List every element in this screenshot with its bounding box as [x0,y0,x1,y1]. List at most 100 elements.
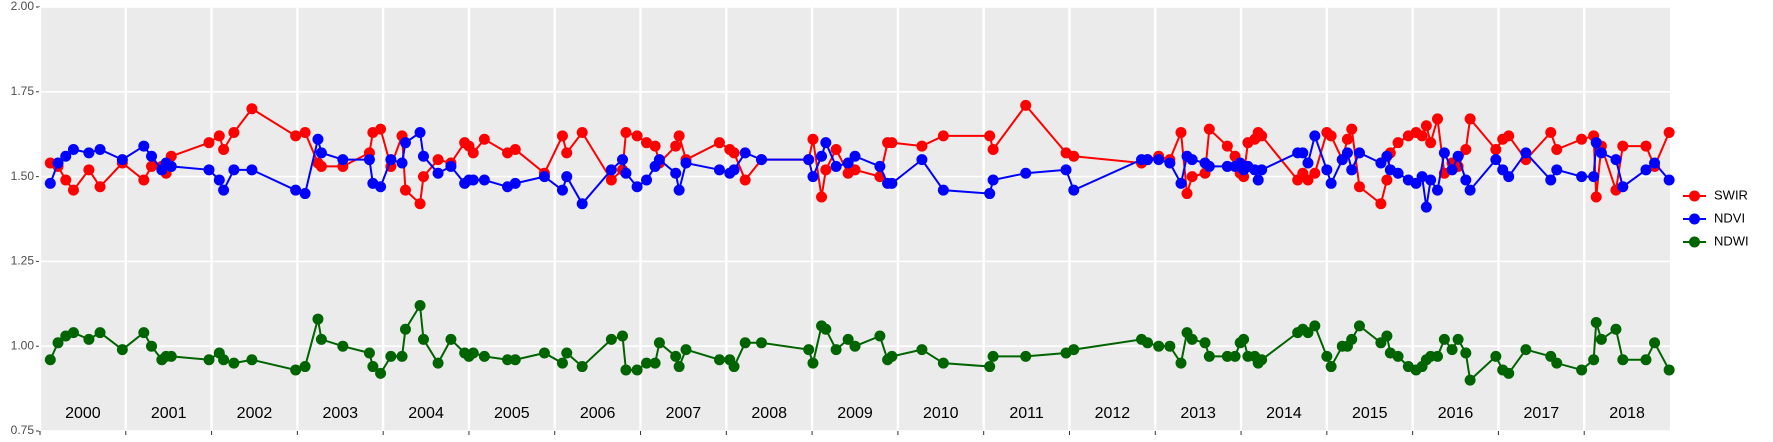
point [1452,333,1464,345]
point [1068,150,1080,162]
point [509,354,521,366]
point [1551,164,1563,176]
point [1588,354,1600,366]
point [1617,140,1629,152]
point [755,337,767,349]
point [1142,154,1154,166]
point [1460,143,1472,155]
point [1420,120,1432,132]
point [1346,123,1358,135]
year-label: 2010 [923,405,959,422]
point [556,357,568,369]
point [1520,147,1532,159]
point [367,361,379,373]
point [605,164,617,176]
point [94,327,106,339]
point [739,174,751,186]
point [987,174,999,186]
point [1203,160,1215,172]
point [399,323,411,335]
point [1186,171,1198,183]
point [984,188,996,200]
point [1309,167,1321,179]
point [1576,171,1588,183]
point [1164,340,1176,352]
point [52,337,64,349]
point [1438,147,1450,159]
point [396,157,408,169]
point [213,130,225,142]
point [916,344,928,356]
point [1490,350,1502,362]
point [807,133,819,145]
point [1186,333,1198,345]
point [94,143,106,155]
point [44,354,56,366]
point [576,127,588,139]
point [1545,127,1557,139]
point [673,130,685,142]
point [1068,344,1080,356]
legend-label: SWIR [1714,187,1748,202]
point [1309,320,1321,332]
point [1452,150,1464,162]
point [620,364,632,376]
year-label: 2002 [237,405,273,422]
point [1617,181,1629,193]
point [1617,354,1629,366]
point [432,357,444,369]
year-label: 2005 [494,405,530,422]
point [290,184,302,196]
point [886,350,898,362]
point [165,350,177,362]
point [1432,113,1444,125]
point [755,154,767,166]
point [631,130,643,142]
point [44,177,56,189]
legend-label: NDWI [1714,233,1749,248]
year-label: 2003 [322,405,358,422]
point [1346,333,1358,345]
point [1545,174,1557,186]
point [1302,327,1314,339]
point [886,137,898,149]
point [467,147,479,159]
point [432,167,444,179]
point [1425,174,1437,186]
point [94,181,106,193]
point [67,184,79,196]
point [213,174,225,186]
point [203,354,215,366]
point [984,361,996,373]
point [1663,364,1675,376]
point [385,350,397,362]
point [385,154,397,166]
point [1595,147,1607,159]
y-tick-label: 1.50 [11,169,35,183]
point [1464,113,1476,125]
y-tick-label: 1.75 [11,84,35,98]
year-label: 2015 [1352,405,1388,422]
point [1381,330,1393,342]
point [803,344,815,356]
point [561,147,573,159]
point [414,127,426,139]
point [1321,164,1333,176]
point [1446,344,1458,356]
point [1060,164,1072,176]
point [1503,171,1515,183]
year-label: 2001 [151,405,187,422]
point [1221,140,1233,152]
point [375,367,387,379]
point [842,157,854,169]
point [396,350,408,362]
point [417,333,429,345]
point [337,340,349,352]
point [1186,154,1198,166]
point [713,137,725,149]
y-tick-label: 1.00 [11,338,35,352]
point [816,191,828,203]
point [1663,127,1675,139]
